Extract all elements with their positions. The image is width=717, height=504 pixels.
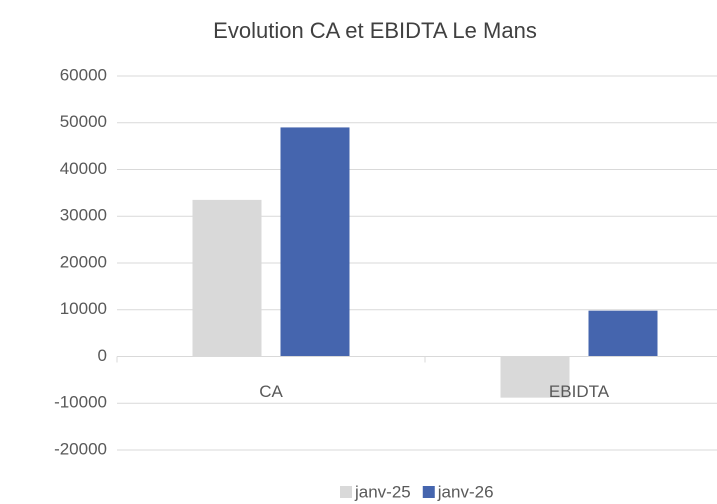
y-tick-label: 0	[98, 346, 107, 365]
y-tick-label: 10000	[60, 299, 107, 318]
legend-swatch	[340, 486, 352, 498]
legend-label: janv-26	[437, 482, 494, 501]
y-tick-label: 50000	[60, 112, 107, 131]
y-tick-label: 30000	[60, 206, 107, 225]
y-tick-label: 20000	[60, 252, 107, 271]
y-tick-label: -10000	[54, 393, 107, 412]
x-tick-label: EBIDTA	[549, 382, 610, 401]
bar	[500, 356, 570, 398]
bar	[588, 310, 658, 357]
y-tick-label: 40000	[60, 159, 107, 178]
bar	[192, 199, 262, 357]
legend-label: janv-25	[354, 482, 411, 501]
chart-title: Evolution CA et EBIDTA Le Mans	[213, 18, 537, 43]
y-tick-label: -20000	[54, 439, 107, 458]
legend-swatch	[422, 486, 435, 498]
bar	[280, 127, 350, 357]
y-tick-label: 60000	[60, 65, 107, 84]
x-tick-label: CA	[259, 382, 283, 401]
